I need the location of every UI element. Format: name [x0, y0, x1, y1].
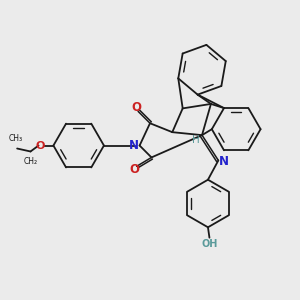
Text: N: N	[219, 155, 229, 168]
Text: CH₃: CH₃	[9, 134, 23, 143]
Text: O: O	[130, 164, 140, 176]
Text: O: O	[131, 101, 141, 114]
Text: OH: OH	[201, 238, 218, 249]
Text: N: N	[129, 139, 139, 152]
Text: O: O	[36, 140, 45, 151]
Text: H: H	[192, 136, 199, 146]
Text: CH₂: CH₂	[23, 158, 38, 166]
